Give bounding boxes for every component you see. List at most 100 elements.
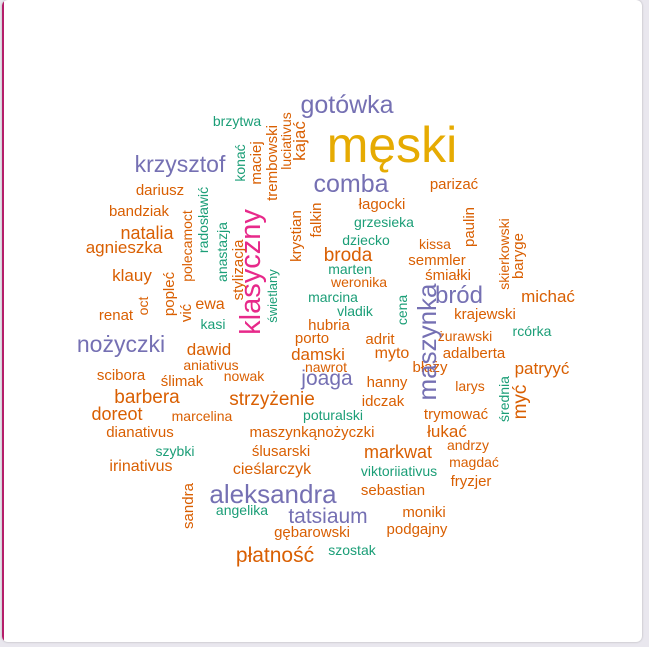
word: adrit [365, 331, 395, 348]
word: gotówka [300, 91, 393, 119]
word: męski [327, 117, 458, 173]
word: świetlany [265, 269, 280, 323]
word: krajewski [454, 306, 516, 323]
word: adalberta [443, 345, 506, 362]
word-cloud-card: męski gotówka krzysztof comba brzytwa pa… [2, 0, 642, 642]
word: krzysztof [135, 151, 226, 177]
word: maszynkąnożyczki [249, 424, 374, 441]
word: łukać [427, 422, 467, 441]
word: bród [435, 282, 483, 309]
word: anastazja [214, 222, 230, 282]
word: bandziak [109, 203, 170, 220]
word: comba [313, 170, 388, 198]
word: ewa [195, 296, 224, 313]
word: scibora [97, 367, 146, 384]
word: szybki [156, 443, 195, 459]
word: cieślarczyk [233, 461, 312, 478]
word: fryzjer [451, 473, 492, 490]
word: dianativus [106, 424, 174, 441]
word: markwat [364, 442, 432, 462]
word: michać [521, 287, 575, 306]
word: dawid [187, 340, 231, 359]
word: płatność [236, 544, 314, 567]
word: śmiałki [425, 267, 471, 284]
word: nożyczki [77, 331, 165, 357]
word: klauy [112, 266, 152, 285]
word: poturalski [303, 407, 363, 423]
word: hanny [367, 374, 408, 391]
word: nowak [224, 368, 265, 384]
word: doreot [91, 404, 142, 424]
word: agnieszka [86, 238, 163, 257]
word: żurawski [438, 328, 492, 344]
word: tatsiaum [288, 505, 367, 528]
left-accent-bar [2, 0, 4, 642]
word: brzytwa [213, 113, 261, 129]
word: paulin [461, 207, 478, 247]
word: patryyć [515, 359, 570, 378]
word: klasyczny [235, 209, 267, 335]
word: marcelina [172, 408, 233, 424]
word: broda [324, 245, 373, 266]
word: luciativus [278, 112, 294, 170]
word: moniki [402, 504, 445, 521]
word: damski [291, 345, 345, 364]
word: łagocki [359, 196, 406, 213]
word: oct [135, 297, 151, 316]
word: weronika [330, 274, 387, 290]
word: andrzy [447, 437, 489, 453]
word: magdać [449, 454, 499, 470]
word: rcórka [513, 323, 552, 339]
word: skierkowski [496, 218, 512, 290]
word: semmler [408, 252, 466, 269]
word: popleć [161, 271, 178, 316]
word: sebastian [361, 482, 425, 499]
word: średnia [496, 376, 512, 422]
word: szostak [328, 542, 376, 558]
word: marten [328, 261, 372, 277]
word: marcina [308, 289, 358, 305]
word: aniativus [183, 357, 238, 373]
word: nawrot [305, 359, 347, 375]
word: maszynka [412, 283, 442, 401]
word: cena [394, 295, 410, 326]
word: hubria [308, 317, 350, 334]
word: ślusarski [252, 443, 310, 460]
word: natalia [120, 223, 174, 243]
word: vladik [337, 303, 374, 319]
word: falkin [308, 202, 325, 237]
word: barbera [114, 387, 180, 408]
word: myto [375, 345, 410, 362]
word: trymować [424, 406, 489, 423]
word: baryge [510, 233, 527, 279]
word: dziecko [342, 232, 390, 248]
word: vić [178, 303, 195, 322]
word: błaży [412, 359, 448, 376]
word: strzyżenie [229, 389, 315, 410]
word-cloud: męski gotówka krzysztof comba brzytwa pa… [77, 91, 576, 567]
word: idczak [362, 393, 405, 410]
word: gębarowski [274, 524, 350, 541]
word: sandra [180, 482, 197, 529]
word: myć [510, 385, 531, 420]
word: stylizacja [230, 239, 247, 301]
word: kajać [290, 121, 309, 161]
word: trembowski [264, 125, 281, 201]
word: aleksandra [209, 479, 337, 509]
word: kasi [201, 316, 226, 332]
word: konać [232, 144, 248, 181]
word: maciej [248, 141, 265, 184]
word: ślimak [161, 373, 204, 390]
word: grzesieka [354, 214, 414, 230]
word: porto [295, 330, 329, 347]
word: joaga [300, 367, 353, 390]
word: angelika [216, 502, 268, 518]
word: dariusz [136, 182, 184, 199]
word: kissa [419, 236, 451, 252]
word: podgajny [387, 521, 448, 538]
word: polecamoct [179, 210, 195, 282]
word: viktoriiativus [361, 463, 437, 479]
word: krystian [288, 210, 305, 262]
word: radosławić [195, 187, 211, 253]
word: renat [99, 307, 134, 324]
